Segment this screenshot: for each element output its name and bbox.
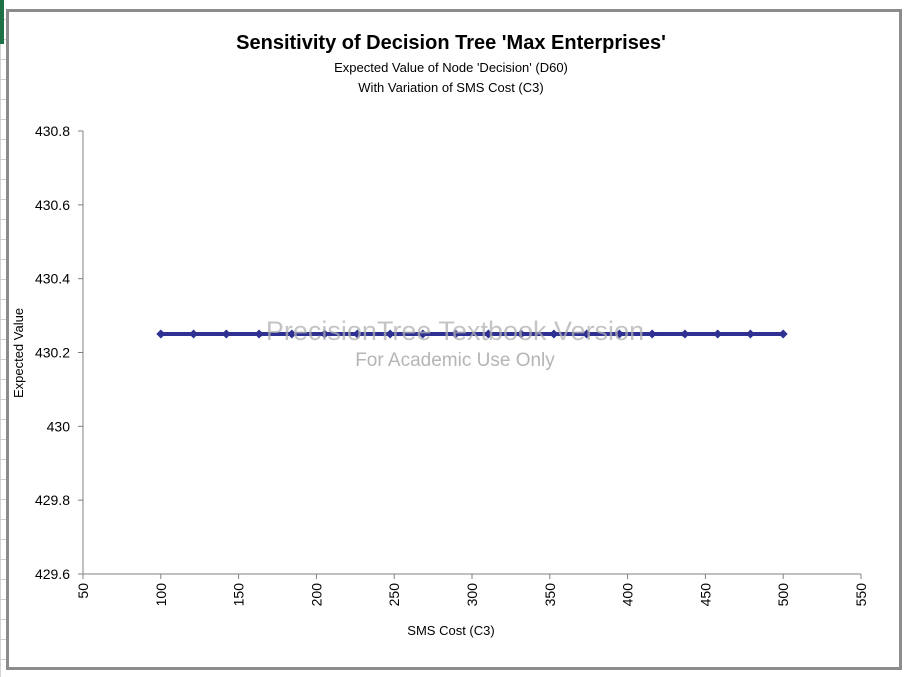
chart-subtitle-line-2: With Variation of SMS Cost (C3) xyxy=(358,80,543,95)
active-cell-marker xyxy=(0,0,4,44)
data-point-marker xyxy=(614,329,624,339)
y-tick-label: 429.6 xyxy=(35,566,70,582)
data-point-marker xyxy=(647,329,657,339)
data-point-marker xyxy=(385,329,395,339)
y-tick-label: 430 xyxy=(47,418,71,434)
data-point-marker xyxy=(451,329,461,339)
chart-subtitle-line-1: Expected Value of Node 'Decision' (D60) xyxy=(334,60,568,75)
x-tick-label: 450 xyxy=(697,583,713,607)
y-tick-label: 430.6 xyxy=(35,197,70,213)
data-point-marker xyxy=(549,329,559,339)
data-point-marker xyxy=(189,329,199,339)
sheet-row-lines xyxy=(0,0,6,677)
y-tick-label: 430.8 xyxy=(35,123,70,139)
x-tick-label: 100 xyxy=(153,583,169,607)
x-tick-label: 500 xyxy=(775,583,791,607)
data-point-marker xyxy=(418,329,428,339)
data-point-marker xyxy=(778,329,788,339)
data-point-marker xyxy=(287,329,297,339)
y-tick-label: 429.8 xyxy=(35,492,70,508)
y-axis-ticks: 429.6 429.8 430 430.2 430.4 430.6 430.8 xyxy=(35,123,83,582)
chart-area[interactable] xyxy=(6,9,902,670)
data-point-marker xyxy=(516,329,526,339)
x-tick-label: 50 xyxy=(75,583,91,599)
data-point-marker xyxy=(221,329,231,339)
data-point-marker xyxy=(582,329,592,339)
y-axis-title: Expected Value xyxy=(11,308,26,398)
x-tick-label: 150 xyxy=(231,583,247,607)
watermark-line-2: For Academic Use Only xyxy=(355,350,555,371)
data-point-marker xyxy=(680,329,690,339)
data-point-marker xyxy=(745,329,755,339)
y-tick-label: 430.4 xyxy=(35,271,70,287)
series-layer xyxy=(156,329,788,339)
x-axis-ticks: 50 100 150 200 250 300 350 400 450 500 550 xyxy=(75,574,869,606)
x-tick-label: 400 xyxy=(620,583,636,607)
data-point-marker xyxy=(713,329,723,339)
data-point-marker xyxy=(483,329,493,339)
x-axis-title: SMS Cost (C3) xyxy=(407,623,494,638)
data-point-marker xyxy=(254,329,264,339)
x-tick-label: 300 xyxy=(464,583,480,607)
chart-title: Sensitivity of Decision Tree 'Max Enterp… xyxy=(236,32,666,54)
data-point-marker xyxy=(352,329,362,339)
watermark-line-1: PrecisionTree Textbook Version xyxy=(266,316,644,346)
x-tick-label: 250 xyxy=(386,583,402,607)
x-tick-label: 200 xyxy=(308,583,324,607)
x-tick-label: 550 xyxy=(853,583,869,607)
data-point-marker xyxy=(320,329,330,339)
y-tick-label: 430.2 xyxy=(35,345,70,361)
x-tick-label: 350 xyxy=(542,583,558,607)
data-point-marker xyxy=(156,329,166,339)
